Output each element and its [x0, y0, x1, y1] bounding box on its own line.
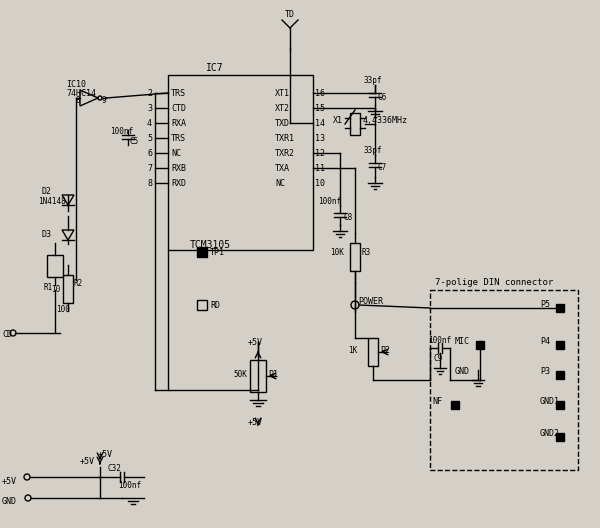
Text: 5: 5 [147, 134, 152, 143]
Text: 10: 10 [315, 179, 325, 188]
Text: 10: 10 [51, 285, 60, 294]
Text: 33pf: 33pf [363, 146, 382, 155]
Text: 7-polige DIN connector: 7-polige DIN connector [435, 278, 553, 287]
Text: 2: 2 [147, 89, 152, 98]
Text: C8: C8 [343, 213, 352, 222]
Text: IC10: IC10 [66, 80, 86, 89]
Bar [350, 113, 360, 135]
Text: 100nf: 100nf [118, 481, 141, 490]
Text: 3: 3 [147, 104, 152, 113]
Bar [556, 433, 564, 441]
Text: 100nf: 100nf [110, 127, 133, 136]
Text: 10K: 10K [330, 248, 344, 257]
Text: 4: 4 [147, 119, 152, 128]
Text: 16: 16 [315, 89, 325, 98]
Text: +5V: +5V [248, 418, 263, 427]
Text: C7: C7 [378, 163, 387, 172]
Text: R1: R1 [43, 283, 52, 292]
Text: RD: RD [210, 301, 220, 310]
Bar [197, 247, 207, 257]
Text: 13: 13 [315, 134, 325, 143]
Text: R3: R3 [362, 248, 371, 257]
Text: P2: P2 [380, 346, 390, 355]
Text: NC: NC [171, 149, 181, 158]
Bar [556, 401, 564, 409]
Text: 100: 100 [56, 305, 70, 314]
Text: TXR1: TXR1 [275, 134, 295, 143]
Text: RXB: RXB [171, 164, 186, 173]
Text: 1K: 1K [348, 346, 357, 355]
Text: XT2: XT2 [275, 104, 290, 113]
Bar [250, 360, 266, 392]
Text: TXR2: TXR2 [275, 149, 295, 158]
Text: GND: GND [2, 497, 17, 506]
Text: TRS: TRS [171, 134, 186, 143]
Text: NC: NC [275, 179, 285, 188]
Text: R2: R2 [74, 279, 83, 288]
Text: MIC: MIC [455, 337, 470, 346]
Bar [476, 341, 484, 349]
Bar [556, 371, 564, 379]
Bar [556, 341, 564, 349]
Text: 11: 11 [315, 164, 325, 173]
Text: GND2: GND2 [540, 429, 560, 438]
Text: 50K: 50K [233, 370, 247, 379]
Text: 4.4336MHz: 4.4336MHz [363, 116, 408, 125]
Bar [556, 304, 564, 312]
Bar [451, 401, 459, 409]
Text: D3: D3 [42, 230, 52, 239]
Text: +5V: +5V [98, 450, 113, 459]
Text: 100nf: 100nf [428, 336, 451, 345]
Bar [168, 75, 313, 250]
Bar [350, 243, 360, 271]
Text: 7: 7 [147, 164, 152, 173]
Text: +5V: +5V [248, 338, 263, 347]
Text: P1: P1 [268, 370, 278, 379]
Text: 6: 6 [147, 149, 152, 158]
Text: RXD: RXD [171, 179, 186, 188]
Text: 33pf: 33pf [363, 76, 382, 85]
Text: NF: NF [432, 397, 442, 406]
Bar [368, 338, 378, 366]
Text: C32: C32 [108, 464, 122, 473]
Text: 8: 8 [75, 96, 80, 105]
Text: C5: C5 [130, 137, 139, 146]
Bar [47, 255, 63, 277]
Bar [197, 300, 207, 310]
Text: 74HC14: 74HC14 [66, 89, 96, 98]
Text: 15: 15 [315, 104, 325, 113]
Text: TRS: TRS [171, 89, 186, 98]
Text: IC7: IC7 [206, 63, 224, 73]
Text: CTD: CTD [171, 104, 186, 113]
Text: RXA: RXA [171, 119, 186, 128]
Text: P3: P3 [540, 367, 550, 376]
Text: 100nf: 100nf [318, 197, 341, 206]
Text: +5V: +5V [2, 477, 17, 486]
Text: 12: 12 [315, 149, 325, 158]
Text: TXD: TXD [275, 119, 290, 128]
Bar [63, 275, 73, 303]
Text: 9: 9 [102, 96, 107, 105]
Text: 8: 8 [147, 179, 152, 188]
Text: C9: C9 [434, 354, 443, 363]
Text: P5: P5 [540, 300, 550, 309]
Text: D2: D2 [42, 187, 52, 196]
Text: 14: 14 [315, 119, 325, 128]
Text: TXA: TXA [275, 164, 290, 173]
Text: TD: TD [285, 10, 295, 19]
Text: TCM3105: TCM3105 [190, 240, 231, 250]
Text: 1N4148: 1N4148 [38, 197, 66, 206]
Text: CD: CD [2, 330, 12, 339]
Text: GND1: GND1 [540, 397, 560, 406]
Text: TP1: TP1 [210, 248, 225, 257]
Bar [430, 290, 578, 470]
Text: POWER: POWER [358, 297, 383, 306]
Text: +5V: +5V [80, 457, 95, 466]
Text: P4: P4 [540, 337, 550, 346]
Text: XT1: XT1 [275, 89, 290, 98]
Text: GND: GND [455, 367, 470, 376]
Text: X1: X1 [333, 116, 343, 125]
Text: C6: C6 [378, 93, 387, 102]
